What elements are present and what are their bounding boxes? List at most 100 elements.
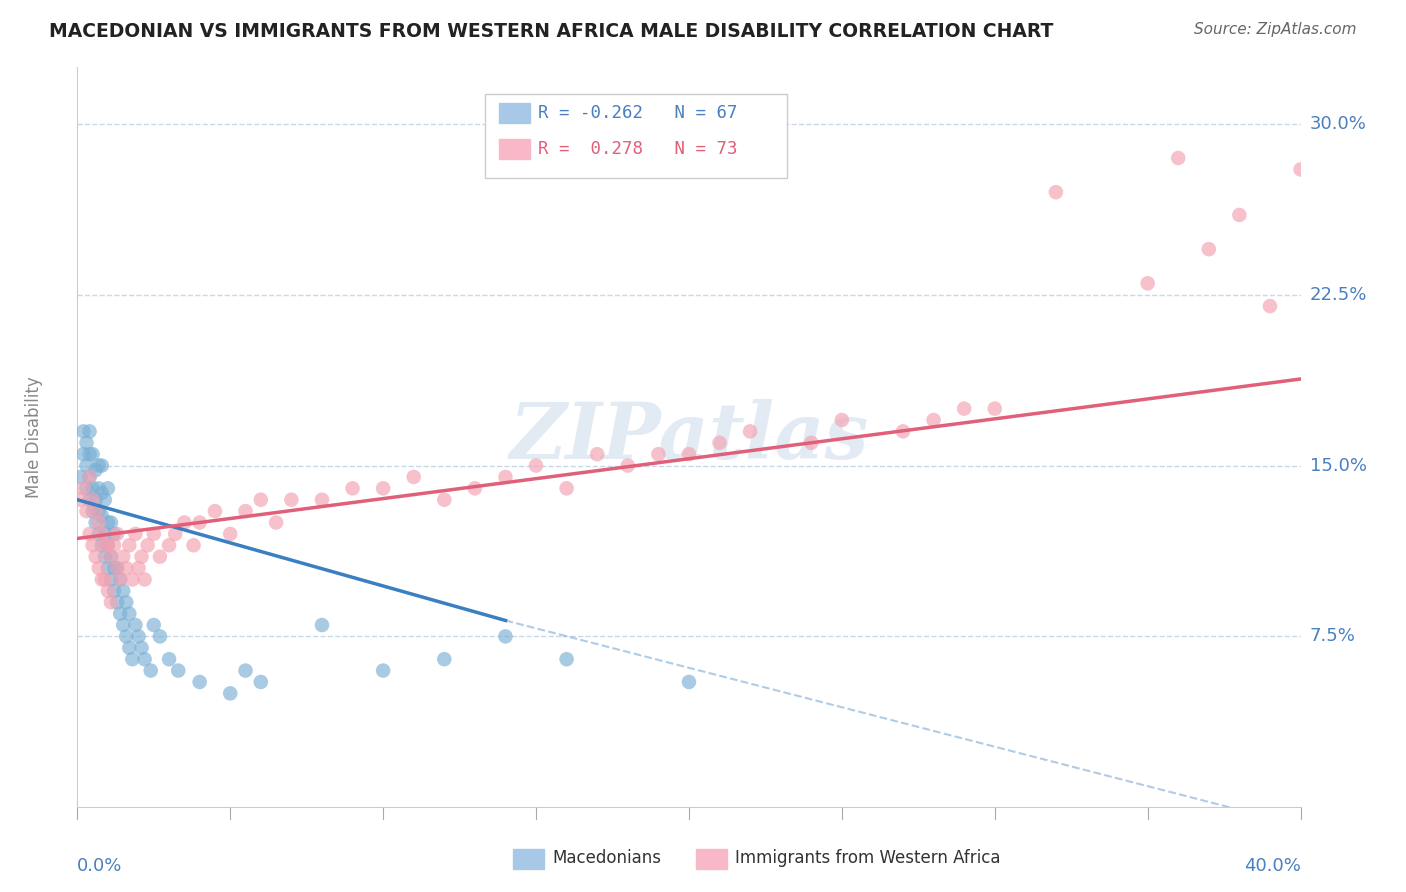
Point xyxy=(678,675,700,690)
Point xyxy=(84,492,107,507)
Point xyxy=(165,527,187,541)
Point xyxy=(112,549,135,564)
Point xyxy=(371,481,394,495)
Point xyxy=(105,561,128,575)
Point xyxy=(72,481,94,495)
Point xyxy=(131,640,153,655)
Point xyxy=(97,516,120,530)
Point xyxy=(1198,242,1220,256)
Point xyxy=(79,447,101,461)
Point xyxy=(235,504,257,518)
Point xyxy=(118,538,141,552)
Text: 15.0%: 15.0% xyxy=(1310,457,1367,475)
Text: R = -0.262   N = 67: R = -0.262 N = 67 xyxy=(538,104,738,122)
Point xyxy=(142,527,165,541)
Point xyxy=(90,573,112,587)
Point xyxy=(127,629,149,643)
Point xyxy=(311,618,333,632)
Point xyxy=(82,504,104,518)
Point xyxy=(157,652,180,666)
Point xyxy=(188,516,211,530)
Point xyxy=(79,492,101,507)
Point xyxy=(103,583,125,598)
Point xyxy=(124,618,146,632)
Point xyxy=(103,538,125,552)
Point xyxy=(157,538,180,552)
Point xyxy=(97,538,120,552)
Point xyxy=(103,527,125,541)
Point xyxy=(72,425,94,439)
Point xyxy=(617,458,640,473)
Point xyxy=(136,538,159,552)
Point xyxy=(100,573,122,587)
Text: R =  0.278   N = 73: R = 0.278 N = 73 xyxy=(538,140,738,158)
Point xyxy=(76,458,98,473)
Point xyxy=(87,504,110,518)
Point xyxy=(219,686,242,700)
Point xyxy=(82,481,104,495)
Point xyxy=(121,652,143,666)
Point xyxy=(84,549,107,564)
Point xyxy=(103,561,125,575)
Point xyxy=(149,629,172,643)
Text: ZIPatlas: ZIPatlas xyxy=(509,399,869,475)
Point xyxy=(524,458,547,473)
Point xyxy=(127,561,149,575)
Point xyxy=(94,538,117,552)
Point xyxy=(97,538,120,552)
Point xyxy=(94,549,117,564)
Point xyxy=(740,425,762,439)
Point xyxy=(115,629,138,643)
Point xyxy=(555,481,578,495)
Point xyxy=(84,516,107,530)
Point xyxy=(495,629,517,643)
Point xyxy=(495,470,517,484)
Point xyxy=(121,573,143,587)
Point xyxy=(678,447,700,461)
Point xyxy=(131,549,153,564)
Point xyxy=(84,504,107,518)
Point xyxy=(173,516,195,530)
Point xyxy=(1167,151,1189,165)
Point xyxy=(891,425,914,439)
Point xyxy=(118,607,141,621)
Point xyxy=(953,401,976,416)
Point xyxy=(82,538,104,552)
Point xyxy=(84,463,107,477)
Text: 40.0%: 40.0% xyxy=(1244,857,1301,875)
Point xyxy=(250,675,273,690)
Point xyxy=(139,664,162,678)
Point xyxy=(105,561,128,575)
Point xyxy=(97,481,120,495)
Point xyxy=(922,413,945,427)
Point xyxy=(167,664,190,678)
Point xyxy=(100,516,122,530)
Point xyxy=(79,470,101,484)
Point xyxy=(94,492,117,507)
Point xyxy=(100,549,122,564)
Point xyxy=(204,504,226,518)
Point xyxy=(831,413,853,427)
Point xyxy=(188,675,211,690)
Point xyxy=(134,652,156,666)
Point xyxy=(108,573,131,587)
Text: 22.5%: 22.5% xyxy=(1310,285,1367,303)
Point xyxy=(115,561,138,575)
Point xyxy=(115,595,138,609)
Point xyxy=(69,470,91,484)
Point xyxy=(90,486,112,500)
Text: 30.0%: 30.0% xyxy=(1310,115,1367,133)
Point xyxy=(984,401,1007,416)
Point xyxy=(94,527,117,541)
Point xyxy=(100,549,122,564)
Point xyxy=(82,447,104,461)
Point xyxy=(105,527,128,541)
Point xyxy=(149,549,172,564)
Text: 7.5%: 7.5% xyxy=(1310,627,1355,646)
Point xyxy=(342,481,364,495)
Point xyxy=(433,652,456,666)
Point xyxy=(97,583,120,598)
Point xyxy=(72,447,94,461)
Text: Immigrants from Western Africa: Immigrants from Western Africa xyxy=(735,849,1001,867)
Point xyxy=(108,573,131,587)
